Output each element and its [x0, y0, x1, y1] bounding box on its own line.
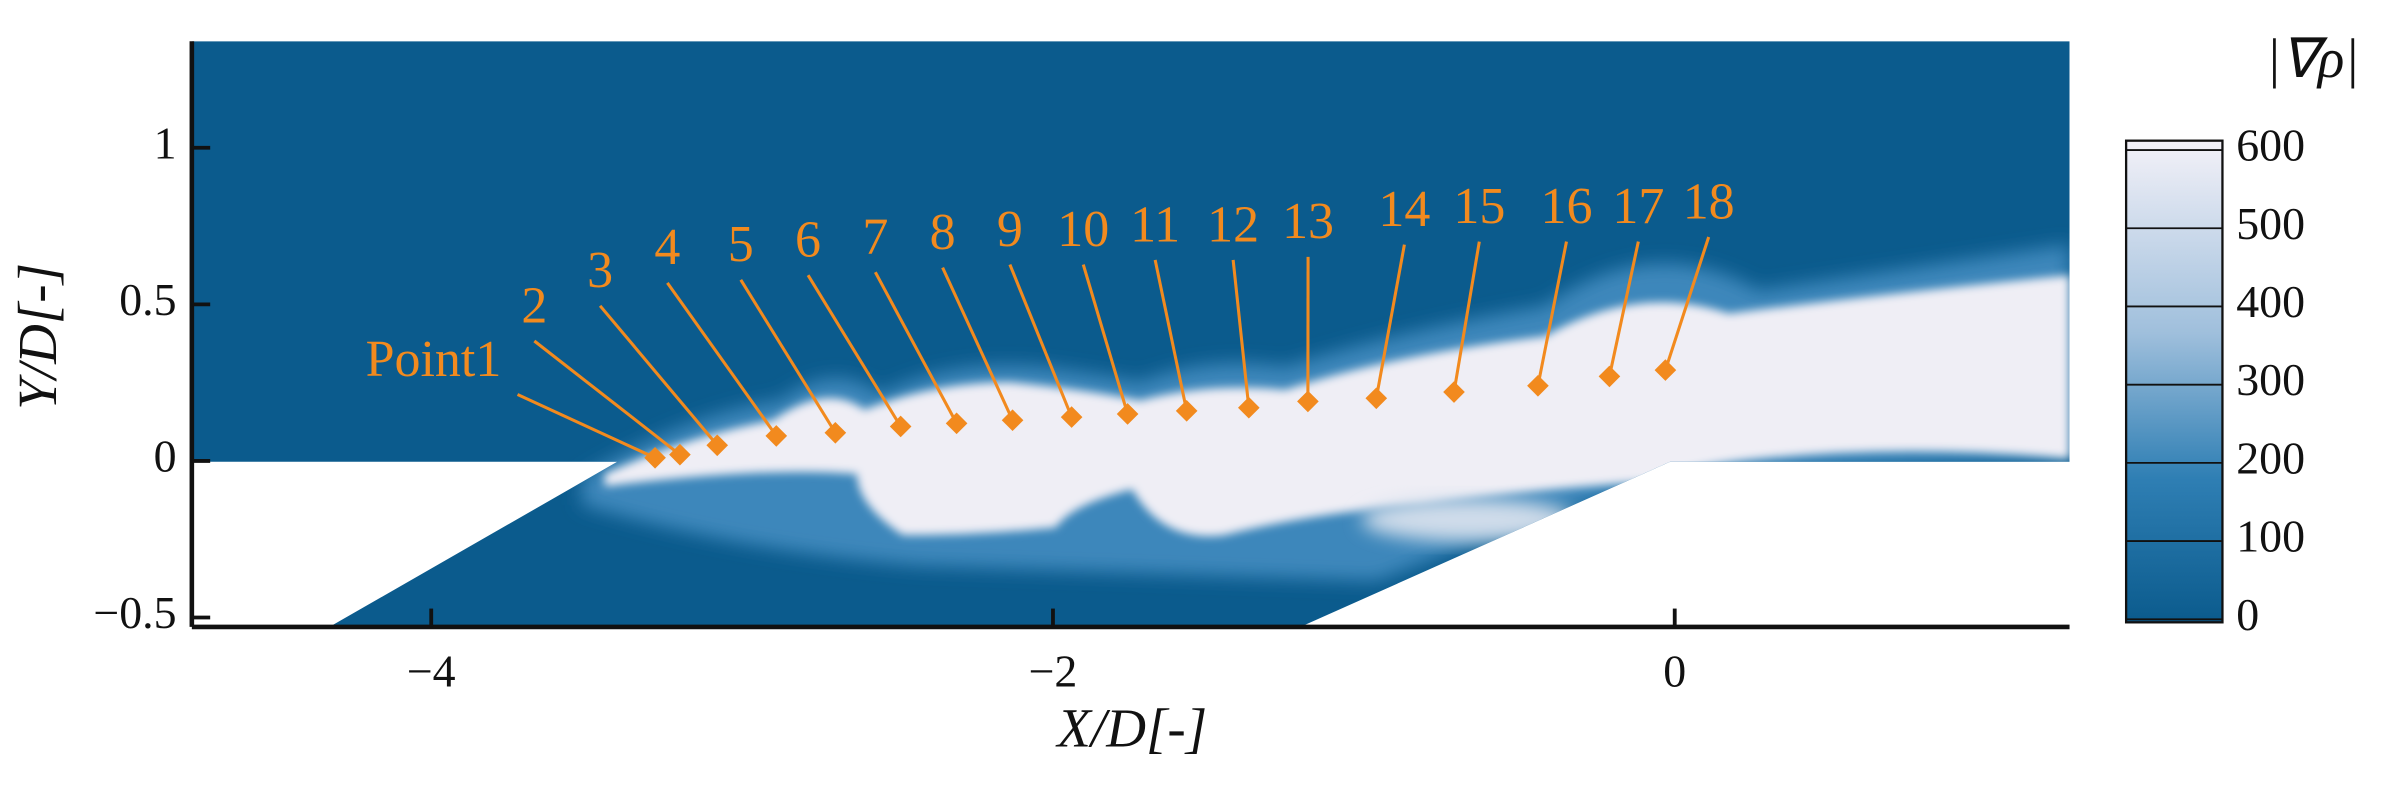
- probe-point: [1527, 374, 1549, 397]
- leader-line: [1663, 236, 1711, 371]
- y-tick-label: 1: [154, 117, 177, 168]
- point-label: 14: [1378, 181, 1430, 238]
- leader-line: [873, 271, 958, 425]
- colorbar-tick-label: 200: [2236, 432, 2305, 483]
- probe-point: [1297, 390, 1319, 413]
- point-label: 17: [1612, 178, 1664, 235]
- colorbar-tick-label: 500: [2236, 198, 2305, 249]
- probe-point: [1060, 406, 1083, 428]
- blob: [1361, 498, 1576, 542]
- leader-line: [1008, 263, 1074, 418]
- point-label: 5: [728, 216, 754, 273]
- leader-line: [1374, 244, 1406, 399]
- colorbar-tick-label: 300: [2236, 354, 2305, 405]
- probe-point: [644, 446, 666, 469]
- point-label: 3: [587, 242, 613, 299]
- y-tick-label: −0.5: [93, 587, 176, 638]
- y-tick-label: 0: [154, 430, 177, 481]
- leader-line: [598, 304, 719, 447]
- x-tick-label: −4: [407, 645, 456, 696]
- x-axis-label: X/D[-]: [1055, 698, 1207, 759]
- colorbar: [2124, 139, 2224, 624]
- leader-line: [1153, 259, 1189, 412]
- leader-line: [806, 274, 902, 428]
- x-tick-label: 0: [1663, 645, 1686, 696]
- probe-point: [1001, 409, 1024, 432]
- x-tick-label: −2: [1029, 645, 1078, 696]
- colorbar-tick-label: 0: [2236, 589, 2259, 640]
- leader-line: [739, 279, 837, 434]
- point-label: 4: [654, 219, 680, 276]
- probe-point: [1443, 381, 1465, 403]
- colorbar-tick-label: 100: [2236, 511, 2305, 562]
- point-label: 8: [930, 204, 956, 261]
- shear-layer: [604, 275, 2070, 537]
- leader-line: [533, 339, 681, 456]
- point-label: 15: [1453, 178, 1505, 235]
- probe-point: [1598, 365, 1621, 388]
- point-label: 16: [1540, 178, 1592, 235]
- probe-point: [824, 421, 847, 444]
- colorbar-tick-label: 600: [2236, 120, 2305, 171]
- probe-point: [1175, 400, 1198, 422]
- point-label: 2: [521, 277, 547, 334]
- y-axis-label: Y/D[-]: [7, 263, 68, 410]
- point-label: 13: [1282, 193, 1334, 250]
- leader-line: [941, 266, 1014, 421]
- probe-point: [706, 434, 729, 457]
- leader-line: [666, 281, 778, 437]
- point-label: 18: [1683, 173, 1735, 230]
- leader-line: [1081, 264, 1130, 415]
- point-label: Point1: [366, 331, 502, 388]
- probe-point: [889, 415, 912, 438]
- point-label: 9: [997, 201, 1023, 258]
- colorbar-title: |∇ρ|: [2266, 28, 2359, 89]
- leader-line: [1452, 241, 1481, 393]
- probe-point: [945, 412, 968, 435]
- leader-line: [516, 393, 656, 460]
- probe-point: [669, 443, 691, 466]
- contour-field: [191, 41, 2070, 627]
- probe-point: [1116, 403, 1139, 425]
- blob: [1667, 474, 1943, 505]
- leader-line: [1536, 241, 1568, 387]
- leader-line: [1607, 241, 1640, 377]
- probe-point: [1654, 359, 1677, 381]
- point-label: 6: [795, 212, 821, 269]
- point-label: 10: [1057, 201, 1109, 258]
- point-label: 11: [1130, 196, 1180, 253]
- colorbar-tick-label: 400: [2236, 276, 2305, 327]
- point-label: 12: [1207, 196, 1259, 253]
- point-label: 7: [862, 209, 888, 266]
- leader-line: [1231, 259, 1251, 408]
- y-tick-label: 0.5: [119, 274, 176, 325]
